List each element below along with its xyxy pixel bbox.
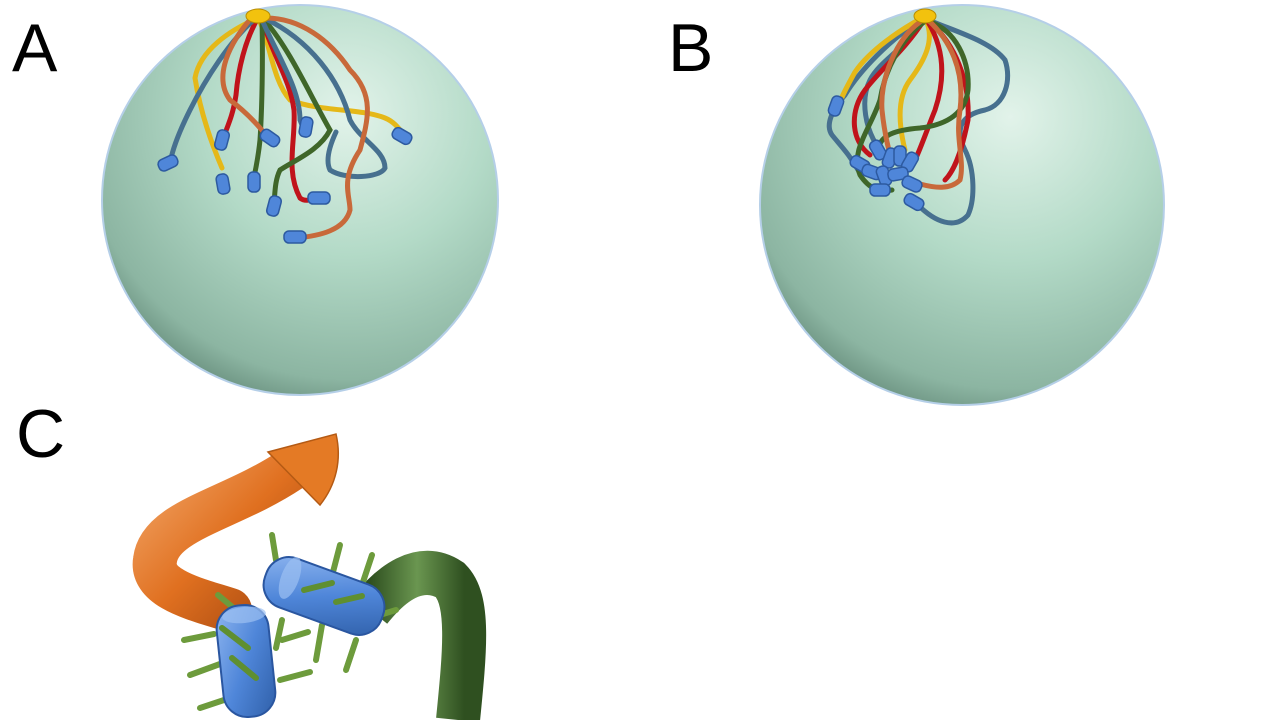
telomere-cluster-b [827,95,925,212]
strand-orange-a2 [220,19,273,143]
linker-rod [229,655,259,681]
panel-label-a: A [12,10,58,86]
strand-blue-a2 [261,15,388,180]
telomere-cap [157,154,179,172]
strand-yellow-a1 [192,15,261,171]
strand-blue-b1 [915,15,1011,226]
linker-rod [181,631,217,643]
telomere-cap [869,183,891,197]
panel-label-c: C [16,396,66,472]
telomere-caps-a [157,116,413,244]
telomere-cap [307,191,331,205]
orange-fiber-arrowhead [266,433,339,507]
strand-red-b2 [912,19,945,163]
strand-green-a2 [263,19,333,207]
telomere-cap [265,195,283,217]
telomere-cap [259,128,281,148]
spindle-pole-b [913,8,937,24]
panel-b-nucleus-diagram [759,4,1165,406]
telomere-cap [213,129,231,151]
linker-rod [277,669,313,683]
chromosome-strands-a [167,15,408,241]
linker-rod [301,580,335,593]
linker-rod [330,542,343,575]
spindle-pole-a [245,8,271,24]
nucleus-sphere-b [759,4,1165,406]
linker-rod [187,661,223,678]
telomere-cap [391,126,413,146]
strand-red-b1 [851,17,927,158]
green-fiber [352,550,487,720]
strand-orange-b1 [917,17,964,190]
linker-rod [313,622,325,663]
linker-rod [359,552,375,588]
telomere-cap [283,230,307,244]
strand-yellow-a2 [255,15,408,139]
panel-a-nucleus-diagram [101,4,499,396]
blue-cylinder-cap [278,557,302,599]
strand-red-a1 [221,15,261,139]
linker-rod [273,617,285,651]
orange-fiber [132,448,312,632]
telomere-cap [215,173,231,195]
strand-orange-b2 [879,19,923,165]
telomere-cap [827,95,845,117]
telomere-cap [903,192,925,212]
telomere-cap [298,116,314,138]
telomere-cap [247,171,261,193]
linker-rods-front [219,580,365,681]
blue-cylinder-cap [222,606,266,624]
linker-rod [343,637,359,673]
panel-label-b: B [668,10,714,86]
strand-orange-a1 [263,15,370,241]
panel-c-telomere-closeup [132,433,487,720]
linker-rod [269,532,279,563]
telomere-cylinder-horizontal [262,556,386,636]
telomere-cap [887,166,909,182]
strand-red-a2 [259,17,319,203]
linker-rod [333,593,365,605]
linker-rod [219,625,251,651]
telomere-cap [901,175,923,193]
linker-rod [279,629,311,643]
